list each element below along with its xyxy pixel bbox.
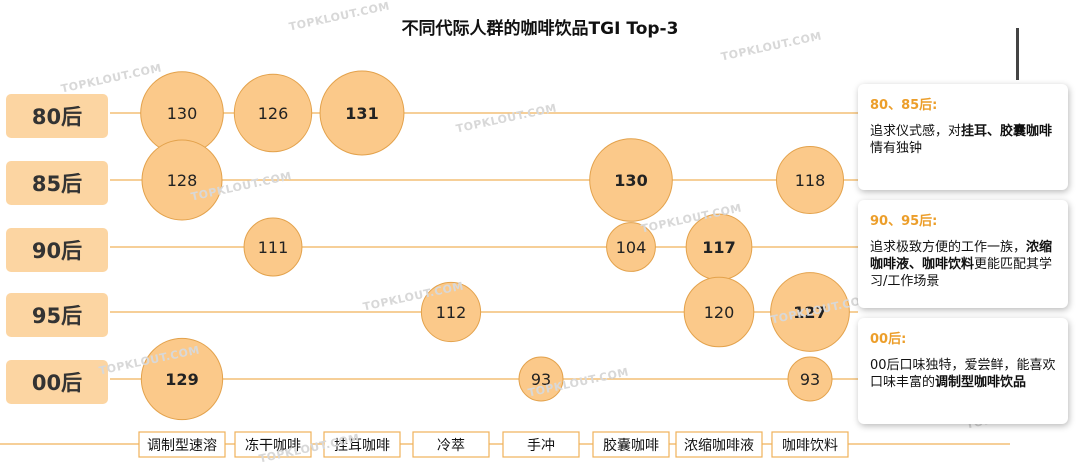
bubble-value: 129	[165, 370, 198, 389]
bubble	[140, 337, 224, 421]
bubble	[243, 217, 303, 277]
category-label: 胶囊咖啡	[603, 437, 659, 454]
note-heading: 90、95后:	[870, 214, 938, 229]
note-highlight: 浓缩咖啡液、咖啡饮料	[870, 240, 1053, 272]
bubble	[319, 70, 405, 156]
bubble-value: 93	[531, 370, 551, 389]
category-label: 手冲	[527, 438, 555, 454]
bubble	[606, 222, 656, 272]
category-label: 挂耳咖啡	[334, 438, 390, 454]
category-box	[138, 431, 226, 458]
bubble	[589, 138, 673, 222]
bubble	[233, 73, 313, 153]
bubble	[770, 272, 850, 352]
note-80-85: 80、85后: 追求仪式感，对挂耳、胶囊咖啡情有独钟	[858, 84, 1068, 190]
note-body: 00后口味独特，爱尝鲜，能喜欢口味丰富的调制型咖啡饮品	[870, 357, 1056, 391]
category-box	[592, 431, 670, 458]
bubble	[787, 356, 833, 402]
bubble-value: 111	[258, 238, 289, 257]
note-90-95: 90、95后: 追求极致方便的工作一族，浓缩咖啡液、咖啡饮料更能匹配其学习/工作…	[858, 200, 1068, 308]
category-box	[412, 431, 490, 458]
group-label-bg	[6, 161, 108, 205]
category-label: 调制型速溶	[147, 438, 217, 454]
category-label: 冷萃	[437, 438, 465, 454]
group-label: 80后	[32, 105, 82, 129]
bubble-value: 130	[614, 171, 647, 190]
note-body: 追求极致方便的工作一族，浓缩咖啡液、咖啡饮料更能匹配其学习/工作场景	[870, 239, 1056, 290]
bubble	[420, 281, 482, 343]
note-heading: 80、85后:	[870, 98, 938, 113]
note-heading: 00后:	[870, 332, 907, 347]
bubble-value: 112	[436, 303, 467, 322]
category-label: 浓缩咖啡液	[684, 438, 754, 454]
group-label-bg	[6, 228, 108, 272]
bubble-value: 104	[616, 238, 647, 257]
bubble-value: 93	[800, 370, 820, 389]
group-label: 85后	[32, 172, 82, 196]
note-highlight: 调制型咖啡饮品	[935, 375, 1027, 390]
bubble-value: 120	[704, 303, 735, 322]
category-box	[502, 431, 580, 458]
category-box	[234, 431, 312, 458]
bubble-value: 127	[793, 303, 826, 322]
bubble	[141, 139, 223, 221]
group-label-bg	[6, 293, 108, 337]
bubble-value: 128	[167, 171, 198, 190]
note-highlight: 挂耳、胶囊咖啡	[961, 124, 1053, 139]
category-label: 咖啡饮料	[782, 438, 838, 454]
category-label: 冻干咖啡	[245, 437, 301, 454]
group-label: 90后	[32, 239, 82, 263]
bubble-value: 126	[258, 104, 289, 123]
bubble	[683, 276, 755, 348]
note-text: 更能匹配其学习/工作场景	[870, 257, 1053, 289]
category-box	[323, 431, 401, 458]
category-box	[675, 431, 763, 458]
bubble-value: 131	[345, 104, 378, 123]
category-box	[771, 431, 849, 458]
chart-title: 不同代际人群的咖啡饮品TGI Top-3	[401, 19, 679, 39]
note-00: 00后: 00后口味独特，爱尝鲜，能喜欢口味丰富的调制型咖啡饮品	[858, 318, 1068, 424]
group-label: 95后	[32, 304, 82, 328]
note-text: 情有独钟	[870, 141, 923, 156]
group-label: 00后	[32, 371, 82, 395]
bubble-value: 117	[702, 238, 735, 257]
note-body: 追求仪式感，对挂耳、胶囊咖啡情有独钟	[870, 123, 1056, 157]
decorative-bar	[1016, 28, 1019, 80]
bubble	[518, 356, 564, 402]
group-label-bg	[6, 360, 108, 404]
bubble-value: 130	[167, 104, 198, 123]
note-text: 00后口味独特，爱尝鲜，能喜欢口味丰富的	[870, 358, 1056, 390]
note-text: 追求极致方便的工作一族，	[870, 240, 1027, 255]
bubble-value: 118	[795, 171, 826, 190]
group-label-bg	[6, 94, 108, 138]
note-text: 追求仪式感，对	[870, 124, 962, 139]
bubble	[776, 146, 844, 214]
